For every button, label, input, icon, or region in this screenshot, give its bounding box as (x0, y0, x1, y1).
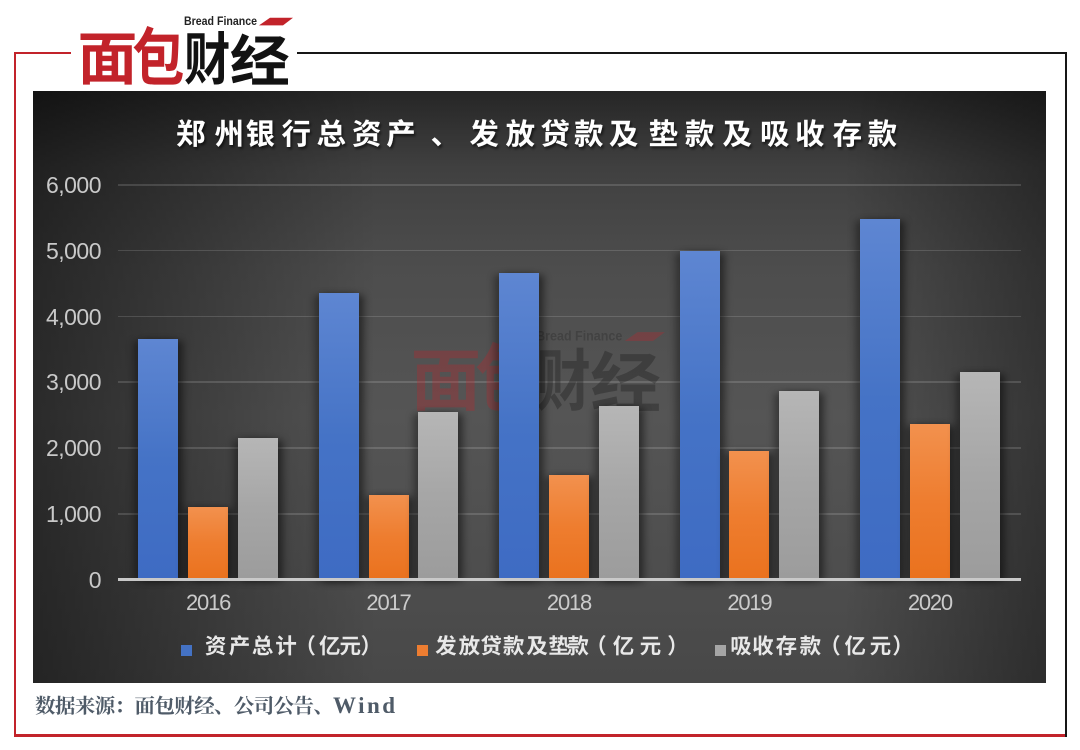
svg-text:Wind: Wind (333, 693, 398, 718)
